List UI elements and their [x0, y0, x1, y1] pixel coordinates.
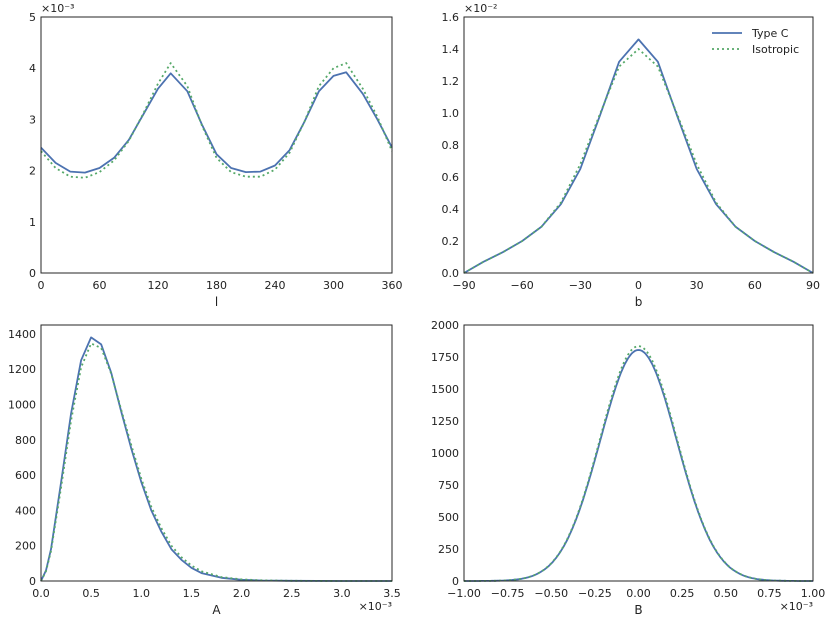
x-axis-label: b	[635, 295, 643, 309]
axes-frame	[40, 16, 393, 274]
y-tick-label: 0.2	[442, 235, 460, 248]
x-tick-label: −0.75	[491, 587, 525, 600]
x-tick-label: 3.5	[383, 587, 401, 600]
series-type-c-line	[464, 349, 813, 582]
axes-frame	[40, 324, 393, 582]
legend-label-isotropic: Isotropic	[752, 43, 799, 56]
x-tick-label: 2.5	[283, 587, 301, 600]
x-offset-text: ×10⁻³	[359, 600, 392, 613]
series-isotropic-line	[464, 345, 813, 582]
x-tick-label: 60	[93, 279, 107, 292]
y-tick-label: 250	[438, 543, 459, 556]
x-tick-label: 1.00	[801, 587, 826, 600]
y-tick-label: 1	[29, 216, 36, 229]
panel-b-distribution: −90 −60 −30 0 30 60 90 0.0 0.2 0.4 0.6 0.8 1.0 1.2 1.4…	[442, 2, 821, 309]
series-isotropic-line	[40, 62, 393, 179]
x-tick-label: 60	[748, 279, 762, 292]
y-tick-label: 1200	[8, 363, 36, 376]
series-isotropic-line	[463, 48, 814, 274]
axes-frame	[463, 16, 814, 274]
y-tick-label: 200	[15, 540, 36, 553]
y-tick-label: 800	[15, 434, 36, 447]
y-tick-label: 0.6	[442, 171, 460, 184]
x-tick-label: 0.25	[670, 587, 695, 600]
x-tick-label: 0.0	[32, 587, 50, 600]
series-type-c-line	[463, 38, 814, 274]
y-tick-label: 0	[29, 575, 36, 588]
x-tick-label: −0.50	[534, 587, 568, 600]
y-tick-label: 1.0	[442, 107, 460, 120]
x-tick-label: 30	[690, 279, 704, 292]
y-tick-label: 1.4	[442, 43, 460, 56]
x-tick-label: 2.0	[233, 587, 251, 600]
x-offset-text: ×10⁻³	[780, 600, 813, 613]
x-tick-label: 0.75	[757, 587, 782, 600]
panel-A-distribution: 0.0 0.5 1.0 1.5 2.0 2.5 3.0 3.5 0 200 400 600 800 100…	[8, 324, 401, 617]
x-tick-label: 240	[265, 279, 286, 292]
y-tick-label: 2	[29, 165, 36, 178]
y-tick-label: 1000	[431, 447, 459, 460]
x-tick-label: −1.00	[447, 587, 481, 600]
series-isotropic-line	[40, 342, 392, 582]
y-tick-label: 1250	[431, 415, 459, 428]
x-tick-label: 3.0	[333, 587, 351, 600]
x-tick-label: −90	[452, 279, 475, 292]
y-tick-label: 1.2	[442, 75, 460, 88]
x-tick-label: 0	[38, 279, 45, 292]
x-tick-label: 0	[635, 279, 642, 292]
x-tick-label: −30	[569, 279, 592, 292]
y-tick-label: 5	[29, 11, 36, 24]
y-tick-label: 3	[29, 113, 36, 126]
panel-l-distribution: 0 60 120 180 240 300 360 0 1 2 3 4 5 l ×10⁻³	[29, 2, 403, 309]
x-tick-label: −60	[511, 279, 534, 292]
y-tick-label: 1400	[8, 328, 36, 341]
y-tick-label: 0.4	[442, 203, 460, 216]
y-offset-text: ×10⁻³	[41, 2, 74, 15]
x-tick-label: 120	[148, 279, 169, 292]
x-axis-label: l	[215, 295, 218, 309]
x-tick-label: 300	[323, 279, 344, 292]
axes-frame	[463, 324, 814, 582]
y-tick-label: 0.8	[442, 139, 460, 152]
x-tick-label: 0.5	[82, 587, 100, 600]
y-tick-label: 400	[15, 504, 36, 517]
y-tick-label: 1500	[431, 383, 459, 396]
y-tick-label: 0.0	[442, 267, 460, 280]
panel-B-distribution: −1.00 −0.75 −0.50 −0.25 0.00 0.25 0.50 0.75 1.00…	[431, 319, 825, 617]
y-tick-label: 4	[29, 62, 36, 75]
y-tick-label: 500	[438, 511, 459, 524]
x-axis-label: A	[212, 603, 221, 617]
x-tick-label: 1.5	[183, 587, 201, 600]
series-type-c-line	[40, 71, 393, 174]
y-tick-label: 0	[29, 267, 36, 280]
x-tick-label: 90	[806, 279, 820, 292]
x-tick-label: 360	[382, 279, 403, 292]
x-tick-label: 180	[206, 279, 227, 292]
y-tick-label: 600	[15, 469, 36, 482]
x-tick-label: −0.25	[578, 587, 612, 600]
y-offset-text: ×10⁻²	[464, 2, 497, 15]
y-tick-label: 1.6	[442, 11, 460, 24]
x-axis-label: B	[634, 603, 642, 617]
x-tick-label: 0.00	[626, 587, 651, 600]
legend: Type C Isotropic	[712, 27, 799, 56]
legend-label-type-c: Type C	[751, 27, 789, 40]
y-tick-label: 0	[452, 575, 459, 588]
y-tick-label: 750	[438, 479, 459, 492]
y-tick-label: 1750	[431, 351, 459, 364]
x-tick-label: 1.0	[133, 587, 151, 600]
y-tick-label: 2000	[431, 319, 459, 332]
x-tick-label: 0.50	[714, 587, 739, 600]
series-type-c-line	[40, 336, 392, 582]
y-tick-label: 1000	[8, 398, 36, 411]
